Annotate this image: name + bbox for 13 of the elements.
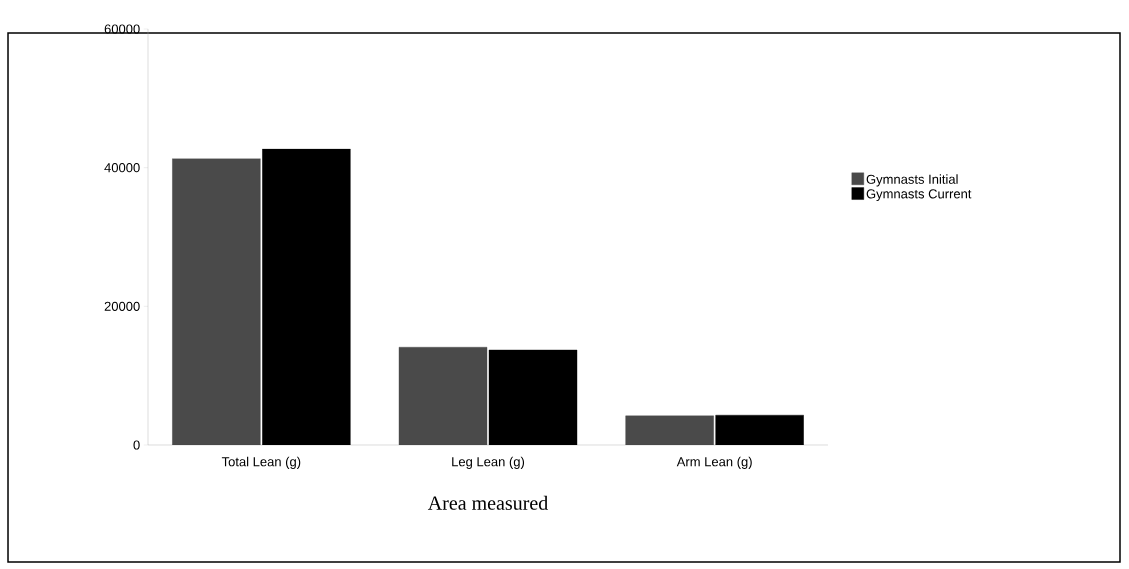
bar [262,148,351,445]
x-axis-title: Area measured [427,495,548,510]
legend-label: Gymnasts Current [866,189,972,202]
y-tick-label: 40000 [104,163,140,173]
y-tick-label: 0 [133,440,140,450]
bar [488,349,578,445]
y-tick-label: 60000 [104,24,140,34]
bar [715,414,804,445]
y-tick-label: 20000 [104,301,140,311]
x-tick-label: Total Lean (g) [221,456,301,469]
x-tick-label: Leg Lean (g) [452,456,525,469]
x-tick-label: Arm Lean (g) [676,456,752,469]
legend-label: Gymnasts Initial [866,174,958,187]
